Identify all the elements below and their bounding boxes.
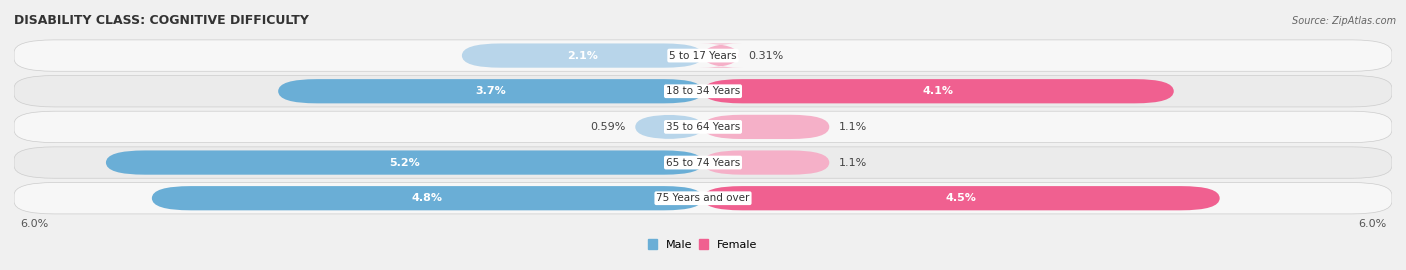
Text: 75 Years and over: 75 Years and over: [657, 193, 749, 203]
FancyBboxPatch shape: [278, 79, 703, 103]
Text: 5.2%: 5.2%: [389, 158, 420, 168]
FancyBboxPatch shape: [14, 147, 1392, 178]
Text: 4.8%: 4.8%: [412, 193, 443, 203]
FancyBboxPatch shape: [105, 150, 703, 175]
FancyBboxPatch shape: [703, 115, 830, 139]
Text: Source: ZipAtlas.com: Source: ZipAtlas.com: [1292, 16, 1396, 26]
Text: 1.1%: 1.1%: [838, 158, 866, 168]
FancyBboxPatch shape: [14, 111, 1392, 143]
Text: 18 to 34 Years: 18 to 34 Years: [666, 86, 740, 96]
Text: DISABILITY CLASS: COGNITIVE DIFFICULTY: DISABILITY CLASS: COGNITIVE DIFFICULTY: [14, 14, 309, 27]
Text: 1.1%: 1.1%: [838, 122, 866, 132]
FancyBboxPatch shape: [703, 186, 1219, 210]
Text: 0.59%: 0.59%: [591, 122, 626, 132]
Text: 4.5%: 4.5%: [946, 193, 977, 203]
FancyBboxPatch shape: [461, 43, 703, 68]
Text: 6.0%: 6.0%: [20, 219, 48, 229]
Text: 35 to 64 Years: 35 to 64 Years: [666, 122, 740, 132]
Text: 0.31%: 0.31%: [748, 50, 783, 60]
FancyBboxPatch shape: [14, 183, 1392, 214]
FancyBboxPatch shape: [14, 76, 1392, 107]
FancyBboxPatch shape: [703, 79, 1174, 103]
Text: 2.1%: 2.1%: [567, 50, 598, 60]
FancyBboxPatch shape: [14, 40, 1392, 71]
FancyBboxPatch shape: [636, 115, 703, 139]
Legend: Male, Female: Male, Female: [648, 239, 758, 250]
Text: 3.7%: 3.7%: [475, 86, 506, 96]
FancyBboxPatch shape: [703, 150, 830, 175]
Text: 5 to 17 Years: 5 to 17 Years: [669, 50, 737, 60]
FancyBboxPatch shape: [152, 186, 703, 210]
Text: 65 to 74 Years: 65 to 74 Years: [666, 158, 740, 168]
Text: 4.1%: 4.1%: [922, 86, 953, 96]
Text: 6.0%: 6.0%: [1358, 219, 1386, 229]
FancyBboxPatch shape: [700, 43, 742, 68]
